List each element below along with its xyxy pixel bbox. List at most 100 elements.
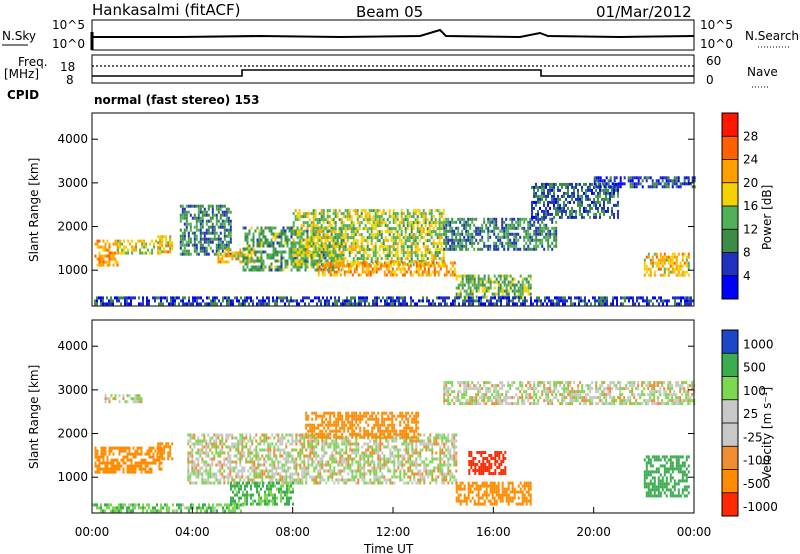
scatter-cell — [467, 220, 470, 224]
scatter-cell — [413, 270, 416, 274]
scatter-cell — [424, 224, 427, 228]
scatter-cell — [577, 203, 579, 207]
scatter-cell — [581, 215, 583, 219]
scatter-cell — [246, 238, 249, 242]
scatter-cell — [325, 481, 328, 485]
scatter-cell — [207, 225, 210, 229]
scatter-cell — [229, 466, 232, 470]
scatter-cell — [358, 227, 361, 231]
scatter-cell — [567, 185, 569, 189]
scatter-cell — [114, 257, 117, 261]
scatter-cell — [110, 446, 113, 450]
scatter-cell — [120, 458, 123, 462]
scatter-cell — [259, 481, 262, 485]
scatter-cell — [358, 251, 361, 255]
scatter-cell — [309, 475, 312, 479]
scatter-cell — [313, 445, 316, 449]
scatter-cell — [329, 463, 332, 467]
scatter-cell — [659, 273, 662, 277]
scatter-cell — [293, 472, 296, 476]
scatter-cell — [249, 448, 252, 452]
scatter-cell — [455, 244, 458, 248]
scatter-cell — [239, 475, 242, 479]
scatter-cell — [451, 261, 454, 265]
scatter-cell — [253, 454, 256, 458]
scatter-cell — [519, 283, 522, 287]
scatter-cell — [228, 302, 230, 306]
scatter-cell — [659, 267, 662, 271]
scatter-cell — [655, 261, 658, 265]
scatter-cell — [565, 185, 567, 189]
scatter-cell — [530, 296, 532, 300]
scatter-cell — [225, 248, 228, 252]
scatter-cell — [382, 245, 385, 249]
scatter-cell — [376, 296, 378, 300]
scatter-cell — [646, 302, 648, 306]
scatter-cell — [196, 296, 198, 300]
scatter-cell — [203, 249, 206, 253]
scatter-cell — [505, 286, 508, 290]
scatter-cell — [541, 226, 544, 230]
scatter-cell — [283, 448, 286, 452]
scatter-cell — [570, 299, 572, 303]
scatter-cell — [257, 457, 260, 461]
scatter-cell — [271, 460, 274, 464]
scatter-cell — [315, 457, 318, 461]
scatter-cell — [317, 475, 320, 479]
scatter-cell — [552, 302, 554, 306]
scatter-cell — [404, 302, 406, 306]
scatter-cell — [559, 197, 561, 201]
scatter-cell — [684, 296, 686, 300]
scatter-cell — [139, 251, 142, 255]
scatter-cell — [569, 212, 571, 216]
scatter-cell — [603, 182, 606, 186]
scatter-cell — [566, 299, 568, 303]
scatter-cell — [301, 472, 304, 476]
scatter-cell — [509, 223, 512, 227]
scatter-cell — [594, 302, 596, 306]
scatter-cell — [244, 262, 247, 266]
scatter-cell — [372, 251, 375, 255]
scatter-cell — [414, 221, 417, 225]
scatter-cell — [593, 176, 596, 180]
scatter-cell — [341, 267, 344, 271]
scatter-cell — [440, 215, 443, 219]
scatter-cell — [155, 239, 158, 243]
scatter-cell — [548, 296, 550, 300]
scatter-cell — [316, 248, 319, 252]
scatter-cell — [318, 227, 321, 231]
scatter-cell — [219, 460, 222, 464]
scatter-cell — [305, 466, 308, 470]
scatter-cell — [179, 252, 182, 256]
scatter-cell — [143, 242, 146, 246]
scatter-cell — [327, 442, 330, 446]
scatter-cell — [380, 221, 383, 225]
scatter-cell — [450, 302, 452, 306]
scatter-cell — [255, 439, 258, 443]
scatter-cell — [311, 448, 314, 452]
scatter-cell — [436, 236, 439, 240]
scatter-cell — [671, 264, 674, 268]
scatter-cell — [565, 212, 567, 216]
scatter-cell — [302, 224, 305, 228]
scatter-cell — [690, 302, 692, 306]
scatter-cell — [285, 442, 288, 446]
scatter-cell — [244, 226, 247, 230]
scatter-cell — [619, 179, 622, 183]
scatter-cell — [388, 209, 391, 213]
scatter-cell — [414, 254, 417, 258]
scatter-cell — [496, 302, 498, 306]
scatter-cell — [183, 213, 186, 217]
scatter-cell — [280, 235, 283, 239]
scatter-cell — [112, 461, 115, 465]
scatter-cell — [667, 270, 670, 274]
scatter-cell — [531, 238, 534, 242]
scatter-cell — [623, 182, 626, 186]
scatter-cell — [685, 264, 688, 268]
scatter-cell — [599, 200, 601, 204]
scatter-cell — [316, 254, 319, 258]
scatter-cell — [375, 267, 378, 271]
scatter-cell — [292, 227, 295, 231]
scatter-cell — [322, 247, 325, 251]
